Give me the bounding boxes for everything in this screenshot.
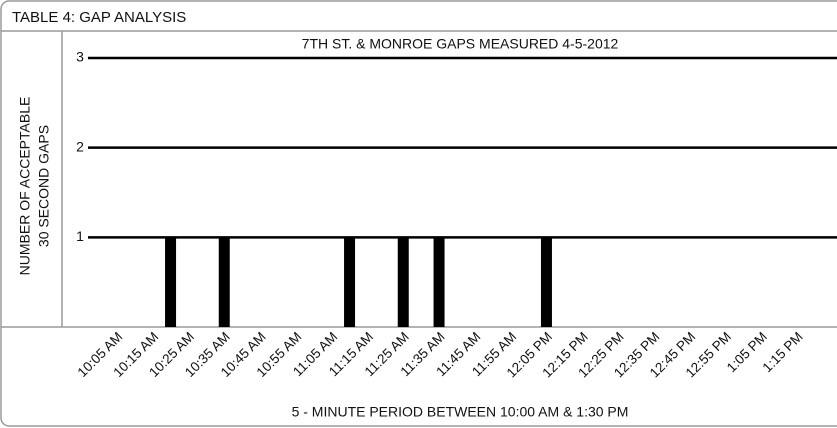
chart-subtitle: 7TH ST. & MONROE GAPS MEASURED 4-5-2012 bbox=[302, 36, 619, 52]
bar bbox=[218, 237, 230, 327]
chart-title: TABLE 4: GAP ANALYSIS bbox=[12, 9, 186, 26]
y-tick-label: 1 bbox=[76, 228, 84, 244]
bar bbox=[397, 237, 409, 327]
bar bbox=[540, 237, 552, 327]
bar bbox=[433, 237, 445, 327]
x-axis-label: 5 - MINUTE PERIOD BETWEEN 10:00 AM & 1:3… bbox=[292, 404, 629, 420]
y-tick-label: 2 bbox=[76, 138, 84, 154]
y-axis-label: 30 SECOND GAPS bbox=[36, 125, 52, 247]
bar bbox=[344, 237, 356, 327]
bar bbox=[165, 237, 177, 327]
y-tick-label: 3 bbox=[76, 49, 84, 65]
y-axis-label: NUMBER OF ACCEPTABLE bbox=[17, 97, 33, 276]
